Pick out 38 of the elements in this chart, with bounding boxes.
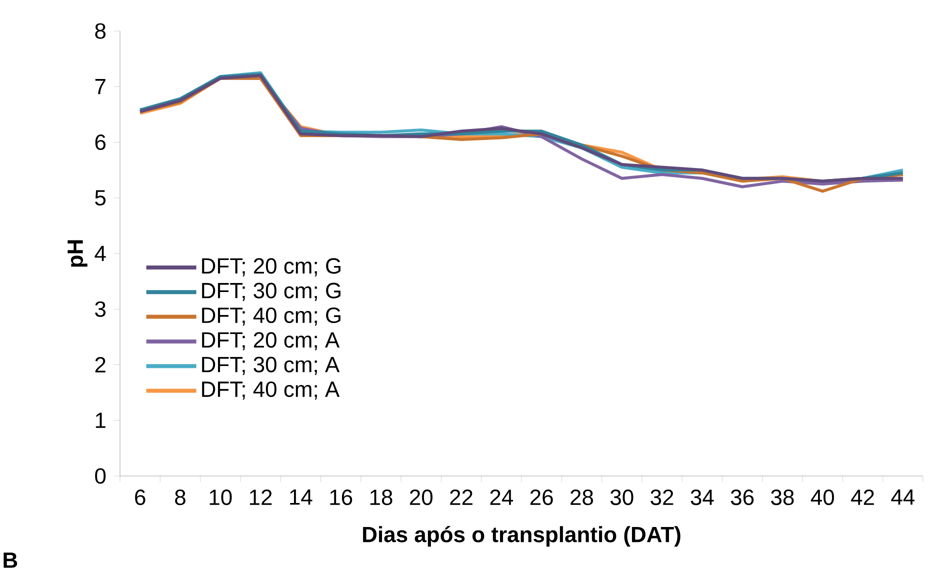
y-axis-title: pH	[68, 240, 88, 267]
x-tick-label: 6	[135, 490, 146, 506]
y-tick-label: 4	[94, 246, 106, 262]
x-axis-title: Dias após o transplantio (DAT)	[363, 526, 680, 547]
legend-label: DFT; 40 cm; G	[202, 307, 340, 326]
x-tick-label: 42	[851, 490, 874, 505]
y-tick-label: 0	[95, 468, 106, 484]
x-tick-label: 18	[370, 490, 392, 506]
x-tick-label: 8	[175, 490, 186, 506]
y-tick-label: 2	[95, 357, 106, 372]
legend-label: DFT; 40 cm; A	[202, 381, 340, 400]
legend-label: DFT; 20 cm; A	[202, 332, 340, 350]
x-tick-label: 28	[570, 490, 593, 506]
y-tick-label: 1	[96, 412, 106, 428]
text: B	[4, 552, 18, 568]
y-tick-label: 6	[95, 134, 106, 150]
x-tick-label: 40	[810, 490, 834, 506]
y-tick-label: 3	[95, 301, 106, 317]
x-tick-label: 20	[410, 490, 432, 506]
x-tick-label: 26	[530, 490, 553, 506]
x-tick-label: 12	[250, 490, 272, 505]
x-tick-label: 34	[690, 490, 714, 506]
x-tick-label: 38	[771, 490, 794, 506]
x-tick-label: 32	[650, 490, 674, 506]
x-tick-label: 14	[290, 490, 312, 505]
legend-label: DFT; 20 cm; G	[202, 258, 340, 276]
y-tick-label: 7	[95, 79, 106, 94]
x-tick-label: 10	[210, 490, 232, 506]
x-tick-label: 36	[730, 490, 754, 506]
x-tick-label: 44	[891, 490, 915, 505]
x-tick-label: 24	[490, 490, 514, 505]
legend-label: DFT; 30 cm; A	[202, 356, 340, 375]
x-tick-label: 22	[450, 490, 472, 505]
x-tick-label: 16	[330, 490, 352, 506]
y-tick-label: 8	[95, 23, 106, 39]
y-tick-label: 5	[95, 190, 106, 206]
x-tick-label: 30	[610, 490, 634, 506]
legend-label: DFT; 30 cm; G	[202, 282, 340, 301]
